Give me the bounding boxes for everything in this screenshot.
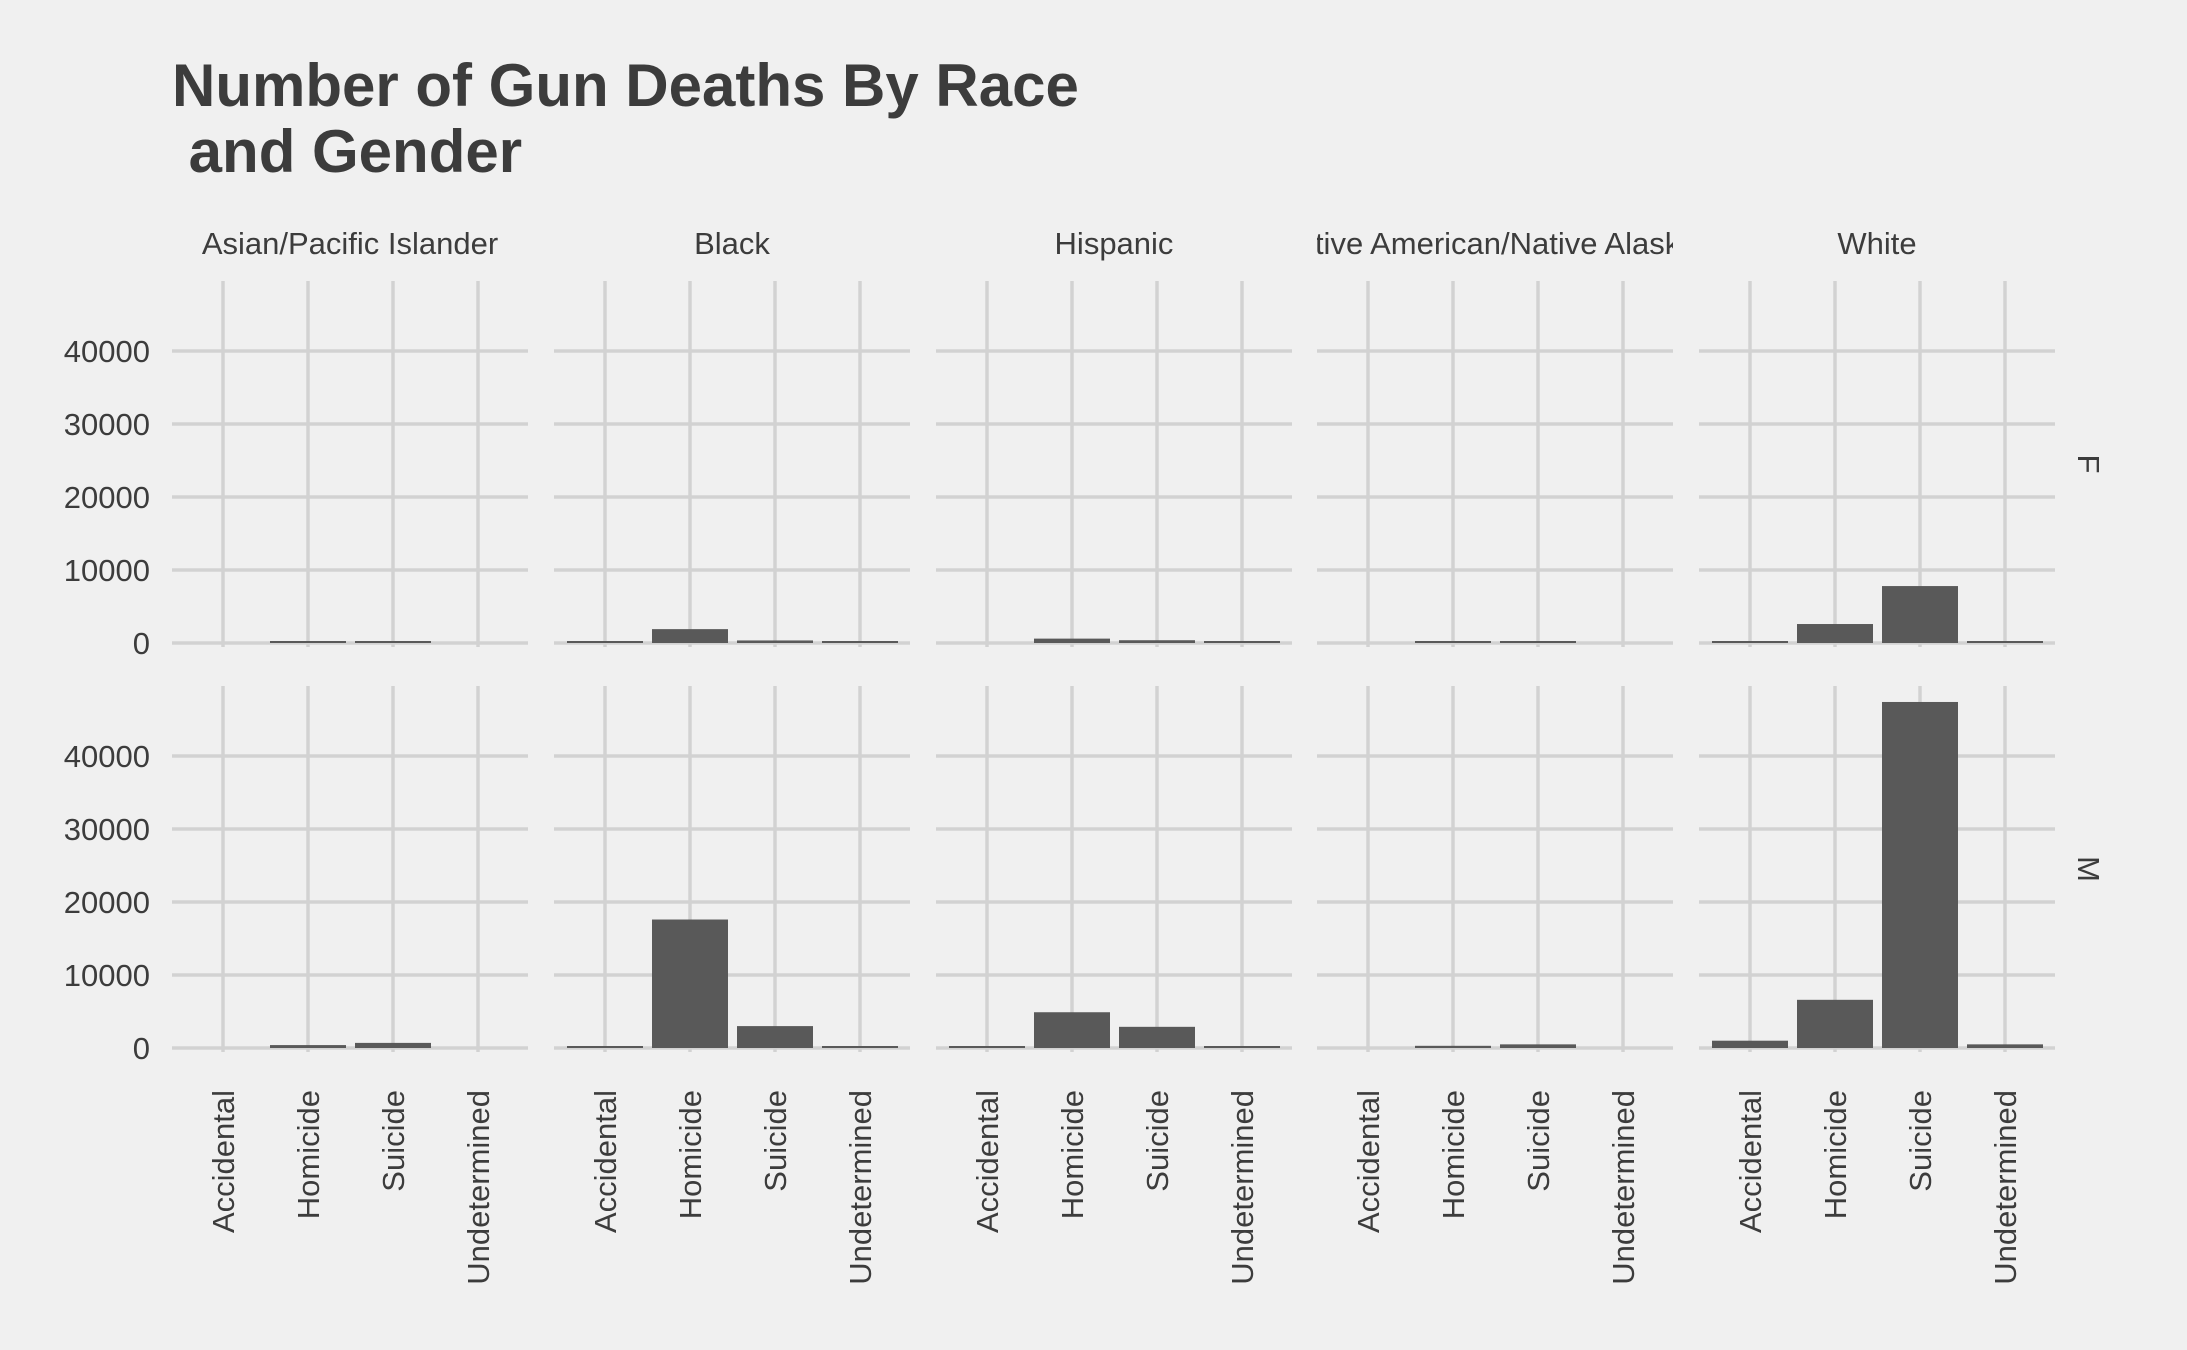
x-tick-label-homicide: Homicide xyxy=(1436,1090,1471,1219)
y-tick-label: 30000 xyxy=(64,812,150,847)
bar-m-white-homicide xyxy=(1797,999,1873,1048)
bar-m-white-undetermined xyxy=(1967,1044,2043,1048)
bar-f-hispanic-undetermined xyxy=(1204,641,1280,643)
y-tick-label: 10000 xyxy=(64,553,150,588)
x-tick-label-suicide: Suicide xyxy=(376,1090,411,1192)
bar-f-black-homicide xyxy=(652,629,728,643)
bar-m-white-suicide xyxy=(1882,701,1958,1048)
x-tick-label-undetermined: Undetermined xyxy=(1606,1090,1641,1285)
y-tick-label: 0 xyxy=(133,1031,150,1066)
x-tick-label-suicide: Suicide xyxy=(758,1090,793,1192)
x-tick-label-suicide: Suicide xyxy=(1521,1090,1556,1192)
bar-m-black-accidental xyxy=(567,1046,643,1048)
x-tick-label-accidental: Accidental xyxy=(970,1090,1005,1233)
x-tick-label-homicide: Homicide xyxy=(1818,1090,1853,1219)
bar-m-hispanic-accidental xyxy=(949,1046,1025,1048)
bar-f-white-suicide xyxy=(1882,586,1958,643)
strip-clip-group: Black xyxy=(694,226,770,261)
bar-m-native-american-native-alaskan-suicide xyxy=(1500,1044,1576,1048)
bar-m-black-undetermined xyxy=(822,1046,898,1048)
strip-label-black: Black xyxy=(694,226,770,261)
chart-title-line-1: Number of Gun Deaths By Race xyxy=(172,52,1079,119)
bar-m-hispanic-suicide xyxy=(1119,1026,1195,1048)
bar-f-white-undetermined xyxy=(1967,641,2043,643)
bar-m-black-homicide xyxy=(652,919,728,1048)
x-tick-label-suicide: Suicide xyxy=(1903,1090,1938,1192)
y-tick-label: 30000 xyxy=(64,407,150,442)
bar-m-hispanic-homicide xyxy=(1034,1012,1110,1048)
bar-f-black-suicide xyxy=(737,640,813,643)
row-strip-label-f: F xyxy=(2071,455,2106,474)
x-tick-label-accidental: Accidental xyxy=(1351,1090,1386,1233)
x-tick-label-homicide: Homicide xyxy=(1055,1090,1090,1219)
bar-m-black-suicide xyxy=(737,1026,813,1048)
bar-m-native-american-native-alaskan-homicide xyxy=(1415,1045,1491,1048)
plot-area: Asian/Pacific Islander Black Hispanic Nativ… xyxy=(64,226,2106,1285)
bar-f-white-accidental xyxy=(1712,641,1788,643)
y-tick-label: 20000 xyxy=(64,885,150,920)
bar-f-asian-pacific-islander-homicide xyxy=(270,641,346,643)
x-tick-label-suicide: Suicide xyxy=(1140,1090,1175,1192)
bar-f-hispanic-homicide xyxy=(1034,638,1110,643)
strip-label-hispanic: Hispanic xyxy=(1055,226,1174,261)
y-tick-label: 20000 xyxy=(64,480,150,515)
strip-clip-group: White xyxy=(1837,226,1916,261)
chart-title-line-2: and Gender xyxy=(172,118,522,185)
x-tick-label-undetermined: Undetermined xyxy=(843,1090,878,1285)
x-tick-label-homicide: Homicide xyxy=(673,1090,708,1219)
bar-m-white-accidental xyxy=(1712,1040,1788,1048)
y-tick-label: 10000 xyxy=(64,958,150,993)
x-tick-label-undetermined: Undetermined xyxy=(1225,1090,1260,1285)
row-strip-label-m: M xyxy=(2071,856,2106,882)
bar-m-asian-pacific-islander-homicide xyxy=(270,1045,346,1048)
strip-clip-group: Hispanic xyxy=(1055,226,1174,261)
bar-f-white-homicide xyxy=(1797,624,1873,643)
x-tick-label-accidental: Accidental xyxy=(1733,1090,1768,1233)
x-tick-label-accidental: Accidental xyxy=(206,1090,241,1233)
bar-f-black-accidental xyxy=(567,641,643,643)
strip-label-native-american-native-alaskan: Native American/Native Alaskan xyxy=(1275,226,1714,261)
bar-f-black-undetermined xyxy=(822,641,898,643)
x-tick-label-accidental: Accidental xyxy=(588,1090,623,1233)
strip-label-asian-pacific-islander: Asian/Pacific Islander xyxy=(202,226,498,261)
strip-clip-group: Asian/Pacific Islander xyxy=(202,226,498,261)
x-tick-label-undetermined: Undetermined xyxy=(1988,1090,2023,1285)
bar-f-hispanic-suicide xyxy=(1119,640,1195,643)
y-tick-label: 40000 xyxy=(64,334,150,369)
bar-f-native-american-native-alaskan-suicide xyxy=(1500,641,1576,643)
bar-m-asian-pacific-islander-suicide xyxy=(355,1042,431,1048)
bar-f-native-american-native-alaskan-homicide xyxy=(1415,641,1491,643)
strip-label-white: White xyxy=(1837,226,1916,261)
bar-m-hispanic-undetermined xyxy=(1204,1046,1280,1048)
x-tick-label-undetermined: Undetermined xyxy=(461,1090,496,1285)
y-tick-label: 40000 xyxy=(64,739,150,774)
x-tick-label-homicide: Homicide xyxy=(291,1090,326,1219)
strip-clip-group: Native American/Native Alaskan xyxy=(1275,226,1714,261)
y-tick-label: 0 xyxy=(133,626,150,661)
bar-f-asian-pacific-islander-suicide xyxy=(355,641,431,643)
